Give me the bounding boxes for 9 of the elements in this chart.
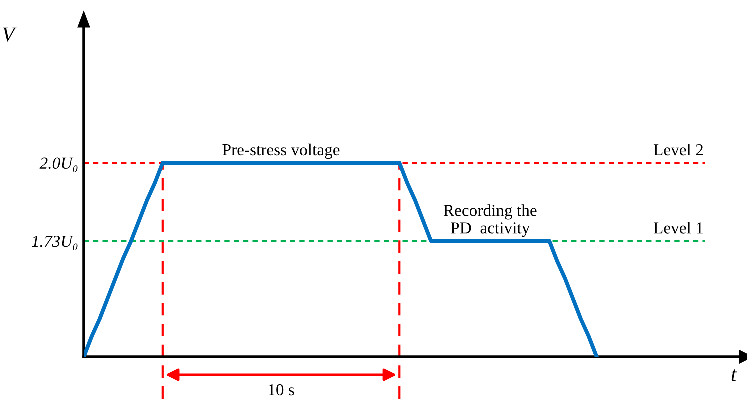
annotation: Recording the PD activity (444, 204, 537, 238)
y-tick-label: 1.73U₀ (32, 236, 78, 250)
ref-line-label: Level 1 (654, 222, 703, 234)
y-tick-label: 2.0U₀ (40, 158, 78, 172)
text: t (732, 370, 738, 382)
annotation: Pre-stress voltage (222, 144, 340, 160)
text: 10 s (269, 384, 294, 396)
y-axis-title: V (3, 28, 17, 42)
ref-line-label: Level 2 (654, 144, 703, 156)
